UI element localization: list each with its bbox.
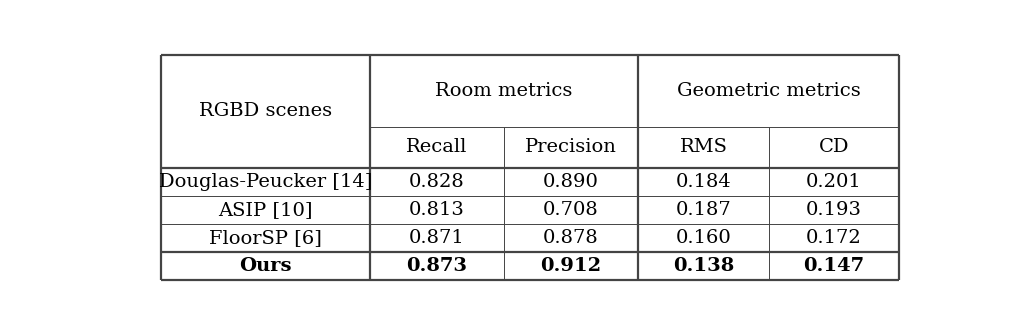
Text: Room metrics: Room metrics [435, 82, 572, 100]
Text: 0.878: 0.878 [543, 229, 599, 247]
Text: 0.828: 0.828 [409, 173, 465, 191]
Text: 0.193: 0.193 [806, 201, 862, 219]
Text: Geometric metrics: Geometric metrics [677, 82, 861, 100]
Text: ASIP [10]: ASIP [10] [218, 201, 313, 219]
Text: 0.184: 0.184 [676, 173, 732, 191]
Text: CD: CD [819, 138, 850, 156]
Text: 0.172: 0.172 [806, 229, 862, 247]
Text: 0.160: 0.160 [676, 229, 732, 247]
Text: 0.890: 0.890 [543, 173, 599, 191]
Text: Precision: Precision [525, 138, 617, 156]
Text: Ours: Ours [239, 257, 292, 275]
Text: 0.871: 0.871 [409, 229, 465, 247]
Text: 0.201: 0.201 [806, 173, 862, 191]
Text: 0.187: 0.187 [676, 201, 732, 219]
Text: 0.708: 0.708 [543, 201, 599, 219]
Text: 0.813: 0.813 [409, 201, 465, 219]
Text: Recall: Recall [406, 138, 468, 156]
Text: RMS: RMS [680, 138, 728, 156]
Text: RGBD scenes: RGBD scenes [199, 102, 332, 121]
Text: 0.873: 0.873 [406, 257, 467, 275]
Text: 0.147: 0.147 [803, 257, 864, 275]
Text: 0.912: 0.912 [540, 257, 601, 275]
Text: FloorSP [6]: FloorSP [6] [209, 229, 322, 247]
Text: 0.138: 0.138 [673, 257, 734, 275]
Text: Douglas-Peucker [14]: Douglas-Peucker [14] [158, 173, 373, 191]
